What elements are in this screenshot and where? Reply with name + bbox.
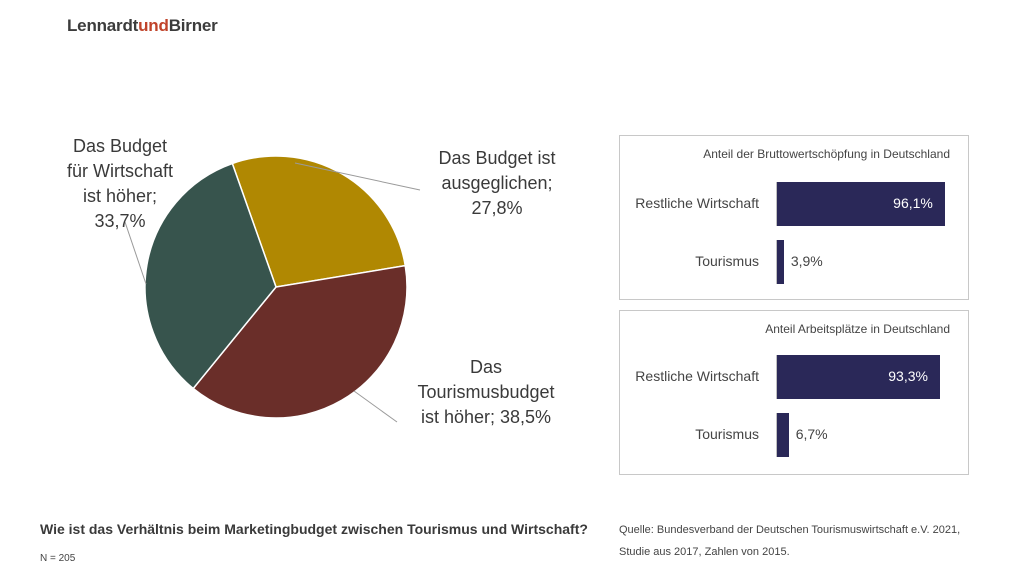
bar-panel-title: Anteil der Bruttowertschöpfung in Deutsc… (703, 147, 950, 161)
pie-label-tourismus: Das Tourismusbudget ist höher; 38,5% (391, 355, 581, 430)
bar-axis (776, 240, 777, 284)
pie-label-wirtschaft: Das Budget für Wirtschaft ist höher; 33,… (40, 134, 200, 234)
pie-label-line: Das Budget (72, 136, 168, 156)
bar-category-label: Restliche Wirtschaft (635, 195, 759, 211)
bar-value-label: 96,1% (893, 195, 933, 211)
pie-leader-line-wirtschaft (124, 221, 147, 285)
pie-label-line: Das Budget ist (438, 148, 556, 168)
bar-value-label: 93,3% (888, 368, 928, 384)
question-text: Wie ist das Verhältnis beim Marketingbud… (40, 521, 588, 537)
source-line: Quelle: Bundesverband der Deutschen Tour… (619, 524, 961, 536)
bar-row: Restliche Wirtschaft 96,1% (620, 182, 968, 226)
pie-label-line: ist höher; (82, 186, 158, 206)
brand-part-1: Lennardt (67, 16, 139, 35)
pie-label-line: 27,8% (471, 198, 523, 218)
bar-row: Restliche Wirtschaft 93,3% (620, 355, 968, 399)
bar-tourismus (777, 240, 784, 284)
brand-part-2: und (138, 16, 169, 35)
pie-leader-line-tourismus (353, 390, 398, 423)
bar-panel-arbeitsplaetze: Anteil Arbeitsplätze in Deutschland Rest… (619, 310, 969, 475)
bar-axis (776, 413, 777, 457)
pie-label-line: Das (469, 357, 502, 377)
sample-size: N = 205 (40, 553, 76, 564)
pie-slice-tourismus (192, 264, 408, 419)
pie-slice-wirtschaft (144, 162, 277, 390)
source-note: Quelle: Bundesverband der Deutschen Tour… (619, 519, 999, 563)
bar-category-label: Restliche Wirtschaft (635, 368, 759, 384)
bar-panel-title: Anteil Arbeitsplätze in Deutschland (765, 322, 950, 336)
pie-chart: Das Budget für Wirtschaft ist höher; 33,… (40, 134, 581, 430)
pie-slice-ausgeglichen (231, 155, 407, 288)
pie-label-line: ist höher; 38,5% (420, 407, 552, 427)
pie-leader-line-ausgeglichen (294, 162, 421, 191)
bar-value-label: 6,7% (795, 426, 828, 442)
bar-axis (776, 182, 777, 226)
bar-restliche-wirtschaft (777, 355, 941, 399)
bar-category-label: Tourismus (695, 426, 759, 442)
source-line: Studie aus 2017, Zahlen von 2015. (619, 546, 790, 558)
bar-value-label: 3,9% (790, 253, 823, 269)
bar-axis (776, 355, 777, 399)
pie-label-line: Tourismusbudget (417, 382, 555, 402)
pie-chart-svg (124, 155, 421, 423)
bar-restliche-wirtschaft (777, 182, 946, 226)
bar-row: Tourismus 3,9% (620, 240, 968, 284)
bar-category-label: Tourismus (695, 253, 759, 269)
pie-label-line: ausgeglichen; (441, 173, 553, 193)
bar-tourismus (777, 413, 789, 457)
bar-row: Tourismus 6,7% (620, 413, 968, 457)
pie-label-line: für Wirtschaft (66, 161, 173, 181)
pie-label-line: 33,7% (94, 211, 146, 231)
brand-logo: LennardtundBirner (67, 16, 218, 36)
pie-label-ausgeglichen: Das Budget ist ausgeglichen; 27,8% (417, 146, 577, 221)
bar-panel-bruttowertschoepfung: Anteil der Bruttowertschöpfung in Deutsc… (619, 135, 969, 300)
brand-part-3: Birner (168, 16, 218, 35)
